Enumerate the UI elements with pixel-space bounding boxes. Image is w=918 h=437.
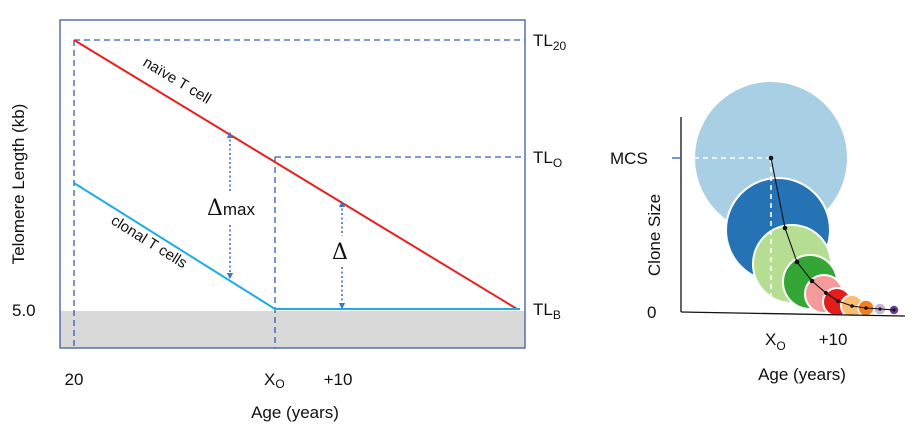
delta-max-subscript: max <box>223 200 256 219</box>
tlb-sub: B <box>553 308 561 322</box>
tl20-label: TL20 <box>533 31 567 53</box>
delta-max-label-bg <box>205 192 257 224</box>
naive-t-cell-label: naïve T cell <box>140 54 214 108</box>
delta-label: Δ <box>332 240 348 265</box>
tlb-main: TL <box>533 300 553 319</box>
clonal-t-cells-label: clonal T cells <box>108 212 190 272</box>
trajectory-point-6 <box>836 299 840 303</box>
left-x-axis-label: Age (years) <box>251 403 339 422</box>
tlo-main: TL <box>533 148 553 167</box>
right-xo-main: X <box>765 330 776 349</box>
shaded-region <box>60 311 525 348</box>
left-x-tick-plus10: +10 <box>324 370 353 389</box>
right-x-axis-label: Age (years) <box>758 365 846 384</box>
delta-label-bg <box>329 236 355 266</box>
right-x-tick-xo: XO <box>765 330 786 353</box>
delta-max-label: Δmax <box>207 196 256 221</box>
trajectory-point-1 <box>768 155 774 161</box>
left-y-tick-5: 5.0 <box>12 301 36 320</box>
naive-t-cell-line <box>73 39 518 310</box>
trajectory-point-8 <box>864 306 868 310</box>
delta-max-symbol: Δ <box>207 196 223 221</box>
right-x-axis <box>680 311 906 317</box>
trajectory-point-5 <box>824 291 828 295</box>
left-xo-main: X <box>264 370 275 389</box>
left-panel: naïve T cell clonal T cells Δmax Δ TL20 … <box>9 19 567 422</box>
right-y-axis-label: Clone Size <box>645 194 664 276</box>
tlo-sub: O <box>553 156 562 170</box>
left-xo-sub: O <box>275 377 284 391</box>
left-y-axis-label: Telomere Length (kb) <box>9 104 28 265</box>
trajectory-point-4 <box>809 278 815 284</box>
trajectory-point-2 <box>782 225 788 231</box>
tl20-main: TL <box>533 31 553 50</box>
right-panel: Clone Size MCS 0 XO +10 Age (years) <box>610 80 906 384</box>
tlb-label: TLB <box>533 300 561 322</box>
trajectory-point-7 <box>850 304 854 308</box>
tlo-label: TLO <box>533 148 562 170</box>
right-y-tick-mcs: MCS <box>610 149 648 168</box>
trajectory-points <box>768 155 896 312</box>
trajectory-point-9 <box>878 307 882 311</box>
clonal-t-cells-line <box>73 182 520 310</box>
right-y-tick-0: 0 <box>647 303 656 322</box>
left-x-tick-20: 20 <box>65 370 84 389</box>
trajectory-point-10 <box>892 308 896 312</box>
tl20-sub: 20 <box>553 39 567 53</box>
clone-trajectory <box>770 157 895 311</box>
right-xo-sub: O <box>776 339 785 353</box>
plot-frame <box>59 19 526 349</box>
right-x-tick-plus10: +10 <box>819 330 848 349</box>
trajectory-point-3 <box>794 259 800 265</box>
left-x-tick-xo: XO <box>264 370 285 391</box>
